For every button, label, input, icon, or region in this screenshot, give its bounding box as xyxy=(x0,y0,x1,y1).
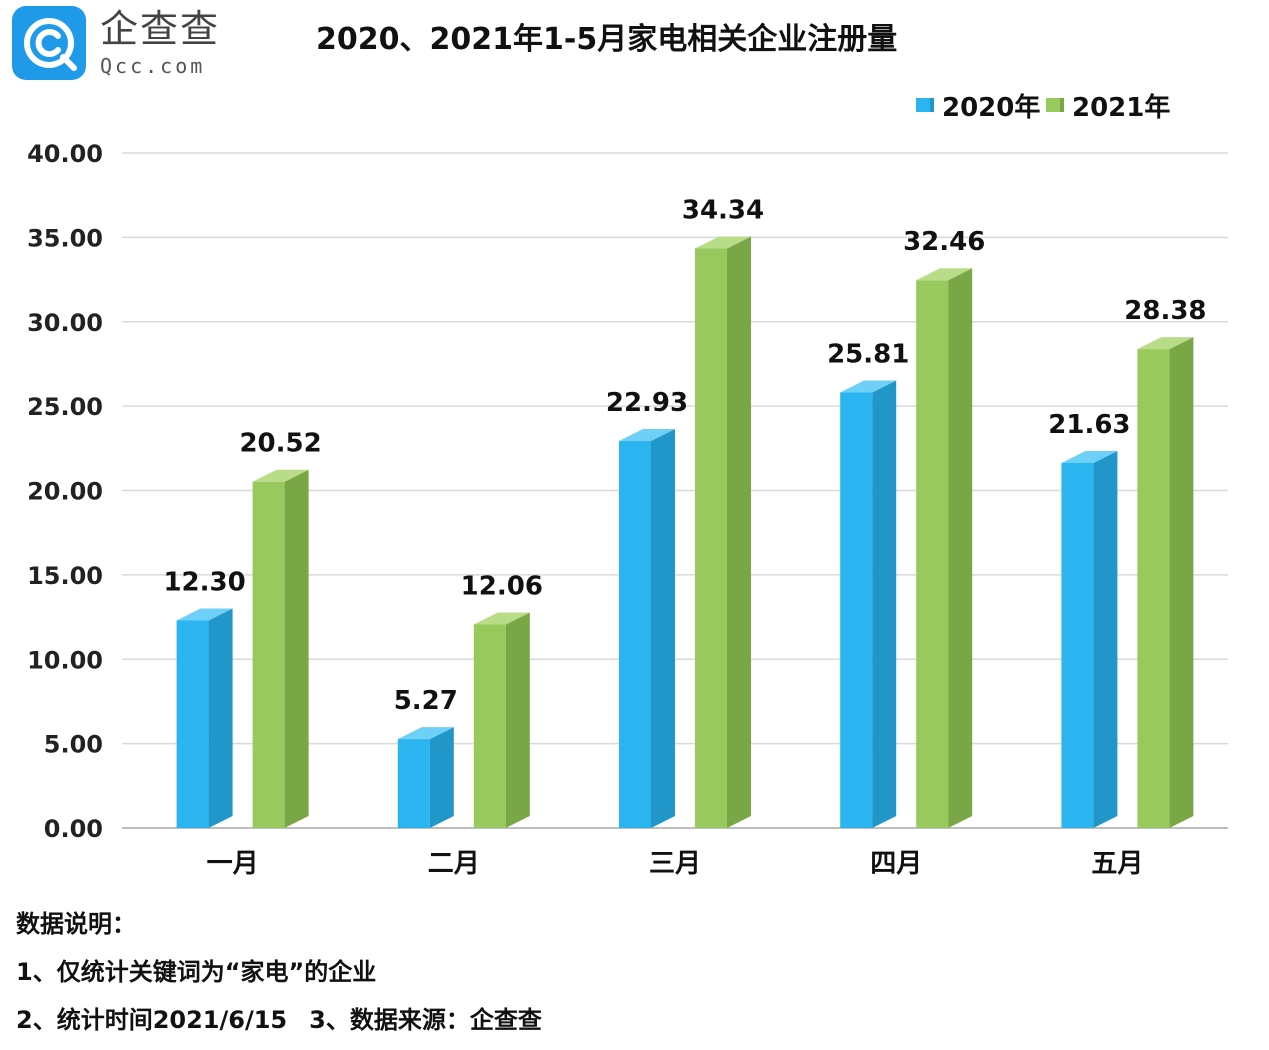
x-tick-label: 一月 xyxy=(207,849,259,879)
bar-side xyxy=(727,236,751,828)
data-label: 34.34 xyxy=(682,196,764,226)
bar-2020-4 xyxy=(840,392,873,828)
bar-side xyxy=(284,469,309,828)
bar-2020-1 xyxy=(176,620,209,828)
data-label: 12.30 xyxy=(163,567,245,597)
bar-top xyxy=(619,429,675,442)
bar-top xyxy=(473,612,530,625)
bar-top xyxy=(916,268,973,281)
bar-2021-4 xyxy=(916,280,949,828)
y-tick-label: 15.00 xyxy=(27,562,103,590)
bar-2021-3 xyxy=(695,248,727,828)
x-tick-label: 五月 xyxy=(1091,849,1143,879)
y-tick-label: 35.00 xyxy=(27,224,103,252)
qcc-logo-icon xyxy=(12,6,86,80)
data-label: 32.46 xyxy=(903,227,985,257)
data-label: 5.27 xyxy=(394,686,458,716)
bar-side xyxy=(208,608,233,828)
legend-swatch-side xyxy=(1060,98,1064,112)
bar-2020-5 xyxy=(1061,462,1094,828)
bar-top xyxy=(252,469,309,482)
bar-top xyxy=(840,380,897,393)
y-tick-label: 10.00 xyxy=(27,646,103,674)
legend-swatch-side xyxy=(930,98,934,112)
brand-name-en: Qcc.com xyxy=(100,54,206,78)
data-label: 28.38 xyxy=(1124,296,1206,326)
notes-stat-time: 2、统计时间2021/6/15 xyxy=(16,1006,288,1034)
bar-side xyxy=(872,380,897,828)
data-notes: 数据说明： 1、仅统计关键词为“家电”的企业 2、统计时间2021/6/15 3、… xyxy=(16,900,542,1044)
notes-line-1: 1、仅统计关键词为“家电”的企业 xyxy=(16,958,377,986)
bar-2021-1 xyxy=(252,481,285,828)
legend-label: 2020年 xyxy=(942,92,1040,123)
legend-label: 2021年 xyxy=(1072,92,1170,123)
notes-line-2: 2、统计时间2021/6/15 3、数据来源：企查查 xyxy=(16,996,542,1044)
bar-2020-2 xyxy=(397,739,430,828)
brand-logo: 企查查 Qcc.com xyxy=(12,6,220,80)
bar-top xyxy=(397,727,454,740)
bar-top xyxy=(176,608,233,621)
bar-top xyxy=(695,236,751,249)
y-tick-label: 0.00 xyxy=(44,815,103,843)
x-tick-label: 二月 xyxy=(428,849,480,879)
y-tick-label: 30.00 xyxy=(27,309,103,337)
bar-side xyxy=(948,268,973,828)
bar-top xyxy=(1137,337,1194,350)
y-tick-label: 25.00 xyxy=(27,393,103,421)
data-label: 21.63 xyxy=(1048,410,1130,440)
notes-heading: 数据说明： xyxy=(16,910,136,938)
chart-title: 2020、2021年1-5月家电相关企业注册量 xyxy=(316,22,898,57)
data-label: 25.81 xyxy=(827,339,909,369)
y-tick-label: 20.00 xyxy=(27,478,103,506)
notes-source: 3、数据来源：企查查 xyxy=(309,1006,542,1034)
bar-side xyxy=(1169,337,1194,828)
x-tick-label: 四月 xyxy=(870,849,922,879)
bar-side xyxy=(505,612,530,828)
y-tick-label: 5.00 xyxy=(44,731,103,759)
bar-2021-2 xyxy=(473,624,506,828)
bar-chart: 0.00 5.00 10.00 15.00 20.00 25.00 30.00 35.00 40… xyxy=(27,92,1228,879)
legend-swatch xyxy=(1046,98,1060,112)
data-label: 12.06 xyxy=(461,571,543,601)
bar-top xyxy=(1061,450,1118,463)
bar-2021-5 xyxy=(1137,349,1170,828)
bar-2020-3 xyxy=(619,441,651,828)
x-tick-label: 三月 xyxy=(649,849,701,879)
brand-name-cn: 企查查 xyxy=(100,7,221,51)
y-tick-label: 40.00 xyxy=(27,140,103,168)
data-label: 20.52 xyxy=(239,429,321,459)
legend-swatch xyxy=(916,98,930,112)
bar-side xyxy=(429,727,454,828)
bar-side xyxy=(1093,450,1118,828)
bar-side xyxy=(651,429,675,828)
data-label: 22.93 xyxy=(606,388,688,418)
